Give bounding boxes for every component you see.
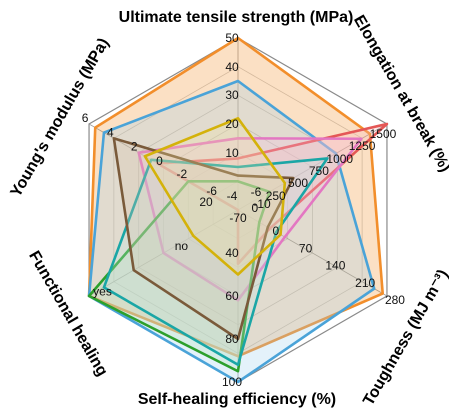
tick-label: 0 [252, 201, 259, 215]
tick-label: 70 [299, 241, 313, 255]
tick-label: 1250 [349, 139, 376, 153]
tick-label: no [175, 239, 189, 253]
tick-label: 280 [385, 293, 405, 307]
axis-title-self-healing: Self-healing efficiency (%) [138, 391, 336, 408]
tick-label: -70 [229, 211, 247, 225]
tick-label: 40 [225, 246, 239, 260]
series-polygon [143, 116, 287, 276]
tick-label: 30 [225, 88, 239, 102]
tick-label: 20 [199, 195, 213, 209]
tick-label: -6 [251, 185, 262, 199]
tick-label: 0 [156, 154, 163, 168]
tick-label: 60 [225, 289, 239, 303]
tick-label: -10 [253, 197, 271, 211]
series-polygon [102, 157, 329, 367]
series-polygon [137, 137, 363, 302]
tick-label: -4 [227, 189, 238, 203]
series-polygon [87, 36, 385, 358]
series-polygon [87, 180, 271, 373]
tick-label: 4 [107, 126, 114, 140]
tick-label: yes [93, 285, 112, 299]
tick-label: 250 [266, 189, 286, 203]
tick-label: 20 [225, 117, 239, 131]
tick-label: 0 [272, 224, 279, 238]
tick-label: 80 [225, 332, 239, 346]
tick-label: -2 [177, 167, 188, 181]
radar-ticks: -410203040500250500750100012501500070140… [82, 31, 406, 389]
tick-label: 1500 [370, 127, 397, 141]
tick-label: 500 [288, 176, 308, 190]
tick-label: 40 [225, 60, 239, 74]
series-polygon [112, 137, 295, 341]
grid-spoke [237, 209, 388, 297]
axis-title-tensile: Ultimate tensile strength (MPa) [119, 9, 354, 26]
series-polygon [87, 79, 376, 384]
tick-label: 140 [325, 259, 345, 273]
tick-label: 50 [225, 31, 239, 45]
series-polygon [156, 122, 389, 266]
tick-label: 6 [82, 111, 89, 125]
tick-label: 750 [309, 164, 329, 178]
radar-series [87, 36, 389, 384]
tick-label: 10 [225, 146, 239, 160]
tick-label: 100 [222, 375, 242, 389]
tick-label: 1000 [326, 152, 353, 166]
tick-label: -6 [206, 184, 217, 198]
tick-label: 210 [355, 276, 375, 290]
tick-label: 2 [131, 139, 138, 153]
